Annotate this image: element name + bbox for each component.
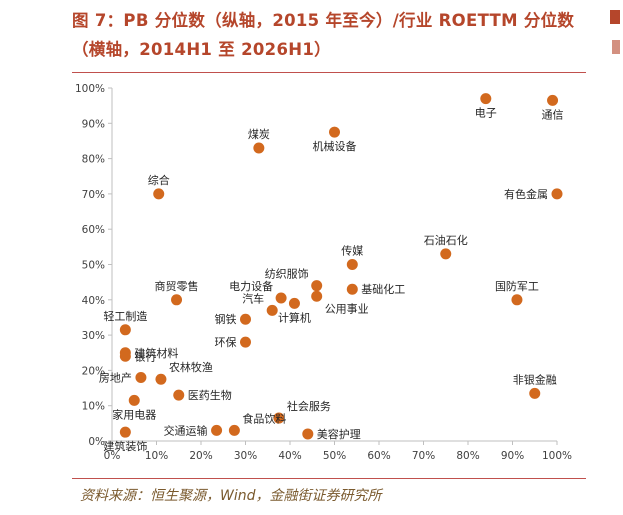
point-label: 汽车 [242, 291, 264, 305]
right-edge-fragment-2 [612, 40, 620, 54]
source-rule [72, 478, 586, 479]
scatter-point [529, 387, 541, 399]
x-tick-label: 50% [323, 450, 346, 462]
source-note: 资料来源：恒生聚源，Wind，金融街证券研究所 [80, 488, 382, 504]
scatter-point [135, 371, 147, 383]
y-tick-label: 70% [82, 189, 105, 201]
y-tick-label: 20% [82, 365, 105, 377]
point-label: 非银金融 [513, 372, 557, 386]
x-tick-label: 70% [412, 450, 435, 462]
point-label: 有色金属 [504, 187, 548, 201]
y-tick-label: 30% [82, 330, 105, 342]
scatter-point [302, 428, 314, 440]
scatter-point [155, 373, 167, 385]
scatter-point [346, 283, 358, 295]
title-rule [72, 72, 586, 73]
point-label: 纺织服饰 [265, 267, 309, 281]
scatter-point [480, 93, 492, 105]
x-tick-label: 30% [234, 450, 257, 462]
scatter-point [153, 188, 165, 200]
scatter-point [119, 324, 131, 336]
point-label: 商贸零售 [155, 279, 199, 293]
scatter-point [253, 142, 265, 154]
point-label: 社会服务 [287, 399, 331, 413]
point-label: 电子 [475, 107, 497, 120]
point-label: 农林牧渔 [169, 360, 213, 374]
point-label: 轻工制造 [103, 309, 147, 323]
y-tick-label: 0% [88, 436, 105, 448]
point-label: 国防军工 [495, 279, 539, 293]
x-tick-label: 60% [367, 450, 390, 462]
scatter-point [288, 297, 300, 309]
scatter-point [119, 426, 131, 438]
y-tick-label: 40% [82, 295, 105, 307]
scatter-point [128, 394, 140, 406]
scatter-point [228, 424, 240, 436]
scatter-point [311, 290, 323, 302]
y-tick-label: 50% [82, 260, 105, 272]
scatter-point [240, 313, 251, 325]
y-tick-label: 100% [75, 83, 105, 95]
x-tick-label: 100% [542, 450, 572, 462]
point-label: 通信 [542, 108, 564, 121]
scatter-point [275, 292, 287, 304]
x-tick-label: 10% [145, 450, 168, 462]
x-tick-label: 90% [501, 450, 524, 462]
point-label: 美容护理 [317, 427, 361, 441]
point-label: 医药生物 [188, 388, 232, 402]
points [119, 93, 563, 440]
x-tick-label: 0% [104, 450, 121, 462]
point-label: 房地产 [99, 370, 132, 384]
scatter-point [311, 280, 323, 292]
scatter-point [329, 126, 340, 138]
point-label: 电力设备 [229, 279, 273, 293]
scatter-point [440, 248, 452, 260]
scatter-point [211, 424, 223, 436]
x-tick-label: 40% [278, 450, 301, 462]
scatter-point [511, 294, 523, 306]
point-label: 机械设备 [313, 139, 357, 153]
point-label: 家用电器 [112, 407, 156, 421]
x-tick-label: 20% [189, 450, 212, 462]
point-label: 计算机 [278, 310, 311, 324]
scatter-point [551, 188, 563, 200]
point-label: 食品饮料 [242, 411, 286, 425]
scatter-point [171, 294, 183, 306]
scatter-point [547, 94, 559, 106]
scatter-point [346, 259, 358, 270]
point-label: 煤炭 [248, 128, 270, 141]
ticks: 0% 10% 20% 30% 40% 50% 60% 70% 80% 90% 100% 0% 10% 20… [75, 83, 572, 462]
point-label: 建筑装饰 [103, 439, 147, 453]
scatter-point [266, 304, 278, 316]
point-label: 传媒 [341, 245, 363, 258]
y-tick-label: 80% [82, 154, 105, 166]
x-tick-label: 80% [456, 450, 479, 462]
scatter-point [119, 350, 131, 362]
y-tick-label: 10% [82, 401, 105, 413]
point-label: 综合 [148, 173, 170, 187]
y-tick-label: 60% [82, 224, 105, 236]
point-label: 银行 [134, 349, 156, 363]
chart-title: 图 7：PB 分位数（纵轴，2015 年至今）/行业 ROETTM 分位数（横轴… [72, 11, 575, 59]
point-label: 交通运输 [164, 423, 208, 437]
point-label: 石油石化 [424, 233, 468, 247]
scatter-point [173, 389, 185, 401]
point-label: 建筑材料 [134, 346, 178, 360]
scatter-point [240, 336, 251, 348]
point-label: 环保 [215, 335, 237, 349]
point-label: 基础化工 [361, 282, 405, 296]
scatter-point [273, 412, 285, 424]
point-label: 公用事业 [325, 302, 369, 315]
right-edge-fragment [610, 10, 620, 24]
point-label: 钢铁 [215, 313, 237, 326]
y-tick-label: 90% [82, 118, 105, 130]
